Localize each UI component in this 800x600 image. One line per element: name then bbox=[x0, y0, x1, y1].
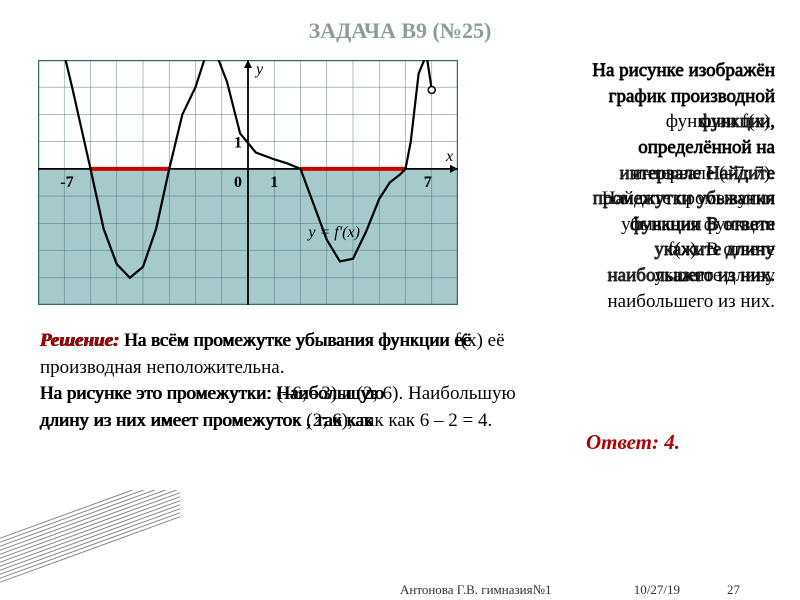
footer-author: Антонова Г.В. гимназия№1 bbox=[400, 582, 552, 598]
svg-text:y: y bbox=[254, 61, 264, 78]
sol-lab-ov: Решение: bbox=[40, 330, 120, 351]
svg-text:-7: -7 bbox=[60, 174, 73, 191]
footer-page: 27 bbox=[727, 582, 740, 598]
po5: интервале Найдите bbox=[465, 161, 775, 187]
po2: график производной bbox=[465, 84, 775, 110]
po1: На рисунке изображён bbox=[465, 58, 775, 84]
chart: y x 1 1 0 -7 7 y = f'(x) bbox=[38, 60, 458, 305]
po3: функции, bbox=[465, 109, 775, 135]
svg-text:y = f'(x): y = f'(x) bbox=[306, 224, 360, 241]
sol3b: На рисунке это промежутки: Наибольшую bbox=[40, 383, 384, 404]
solution: Решение: На всём промежутке убывания фун… bbox=[40, 328, 760, 434]
svg-text:1: 1 bbox=[234, 135, 242, 152]
sol-line3: На рисунке это промежутки: (–6; –3) и (2… bbox=[40, 381, 760, 408]
sol-line1: Решение: На всём промежутке убывания фун… bbox=[40, 328, 760, 355]
chart-svg: y x 1 1 0 -7 7 y = f'(x) bbox=[38, 60, 458, 305]
problem-overlay: На рисунке изображён график производной … bbox=[465, 58, 775, 289]
sol-line1-ov: Решение: На всём промежутке убывания фун… bbox=[40, 328, 760, 355]
sol4b: длину из них имеет промежуток , так как bbox=[40, 410, 373, 431]
sol3ov: На рисунке это промежутки: Наибольшую bbox=[40, 381, 760, 408]
footer-date: 10/27/19 bbox=[634, 582, 680, 598]
problem-text: На рисунке изображён график производной … bbox=[465, 58, 775, 314]
po6: промежутки убывания bbox=[465, 186, 775, 212]
po4: определённой на bbox=[465, 135, 775, 161]
page-title: ЗАДАЧА B9 (№25) bbox=[0, 0, 800, 44]
sol1b: На всём промежутке убывания функции её bbox=[124, 330, 471, 351]
pl10: наибольшего из них. bbox=[465, 289, 775, 315]
po7: функции В ответе bbox=[465, 212, 775, 238]
po8: укажите длину bbox=[465, 237, 775, 263]
svg-text:x: x bbox=[445, 148, 453, 165]
corner-decoration bbox=[0, 490, 180, 600]
svg-text:7: 7 bbox=[424, 174, 432, 191]
svg-text:1: 1 bbox=[270, 174, 278, 191]
answer: Ответ: 4. bbox=[586, 430, 680, 455]
po9: наибольшего из них. bbox=[465, 263, 775, 289]
svg-text:0: 0 bbox=[234, 174, 242, 191]
sol2: производная неположительна. bbox=[40, 355, 760, 382]
